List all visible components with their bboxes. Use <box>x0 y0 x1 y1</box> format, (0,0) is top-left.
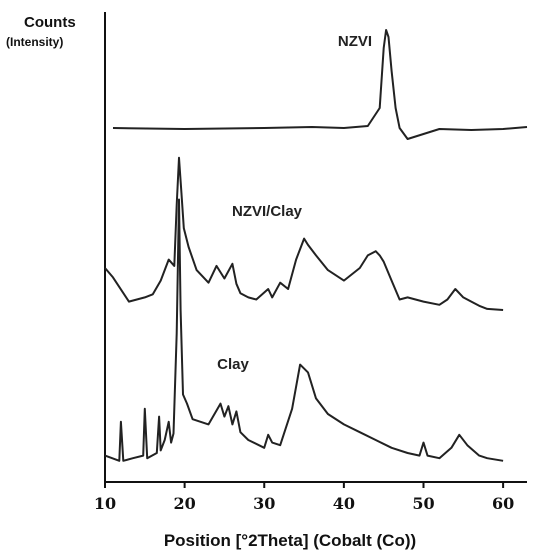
x-tick-label: 20 <box>173 494 195 513</box>
series-line-nzvi <box>112 29 528 140</box>
x-tick-label: 50 <box>412 494 434 513</box>
series-label-nzvi: NZVI <box>338 33 372 50</box>
series-line-clay <box>104 198 504 462</box>
x-axis-label: Position [°2Theta] (Cobalt (Co)) <box>164 531 416 550</box>
y-axis-sublabel: (Intensity) <box>6 35 63 49</box>
y-axis-label: Counts <box>24 14 76 31</box>
x-tick-label: 60 <box>492 494 514 513</box>
series-label-clay: Clay <box>217 356 249 373</box>
series-line-nzvi-clay <box>104 156 504 311</box>
x-tick-label: 30 <box>253 494 275 513</box>
x-tick-label: 40 <box>333 494 355 513</box>
series-label-nzvi-clay: NZVI/Clay <box>232 203 303 220</box>
x-tick-label: 10 <box>94 494 116 513</box>
